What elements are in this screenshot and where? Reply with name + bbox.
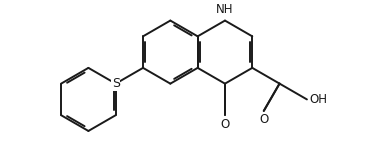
Text: NH: NH xyxy=(216,3,234,17)
Text: S: S xyxy=(112,77,120,90)
Text: OH: OH xyxy=(309,93,328,106)
Text: O: O xyxy=(259,114,269,127)
Text: O: O xyxy=(220,118,230,131)
